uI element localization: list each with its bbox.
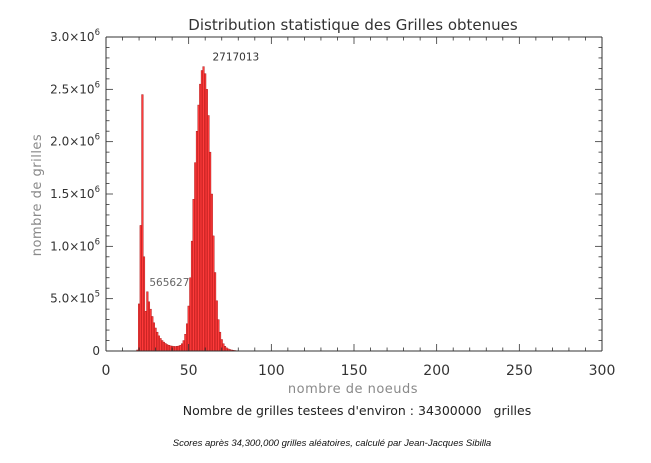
peak-annotation: 2717013 — [212, 52, 259, 64]
x-tick-label: 300 — [589, 363, 616, 379]
histogram-bar — [194, 162, 197, 352]
histogram-bar — [172, 346, 175, 352]
histogram-bar — [142, 256, 146, 352]
histogram-bar — [149, 308, 152, 352]
histogram-bar — [169, 345, 172, 352]
histogram-bar — [162, 341, 165, 352]
x-tick-label: 100 — [258, 363, 285, 379]
x-tick-label: 0 — [102, 363, 111, 379]
histogram-bar — [156, 331, 159, 352]
histogram-bar — [222, 343, 225, 352]
histogram-bar — [138, 303, 141, 352]
histogram-bar — [164, 343, 167, 352]
x-tick-label: 150 — [341, 363, 368, 379]
histogram-bar — [161, 340, 164, 352]
y-tick-label: 1.5×106 — [50, 185, 100, 201]
histogram-bar — [219, 331, 222, 352]
histogram-bar — [199, 83, 202, 352]
histogram-bar — [167, 345, 170, 352]
x-tick-label: 50 — [180, 363, 198, 379]
histogram-bar — [144, 311, 147, 352]
histogram-bar — [179, 345, 182, 352]
histogram-bar — [146, 291, 149, 352]
histogram-bar — [214, 272, 217, 352]
histogram-bar — [215, 300, 218, 352]
histogram-bar — [174, 346, 177, 352]
chart-caption: Scores après 34,300,000 grilles aléatoir… — [173, 438, 491, 449]
peak-annotation: 565627 — [149, 277, 189, 289]
x-tick-label: 200 — [423, 363, 450, 379]
histogram-bar — [224, 346, 227, 352]
histogram-bar — [177, 345, 180, 352]
y-axis-label: nombre de grilles — [30, 134, 45, 256]
x-tick-label: 250 — [506, 363, 533, 379]
histogram-bar — [197, 104, 200, 352]
y-tick-label: 1.0×106 — [50, 237, 100, 253]
x-axis-label: nombre de noeuds — [288, 382, 418, 397]
bars-group — [136, 66, 253, 352]
histogram-bar — [217, 319, 220, 352]
histogram-bar — [210, 193, 213, 352]
histogram-bar — [139, 225, 142, 352]
x-ticks-group: 0 50 100 150 200 250 300 — [102, 37, 616, 379]
histogram-bar — [157, 335, 160, 352]
histogram-bar — [209, 151, 212, 352]
y-tick-label: 3.0×106 — [50, 28, 100, 44]
histogram-bar — [192, 199, 195, 352]
histogram-bar — [141, 94, 144, 352]
histogram-bar — [200, 70, 203, 352]
annotations-group: 2717013 565627 — [149, 52, 259, 289]
chart-title: Distribution statistique des Grilles obt… — [188, 16, 518, 34]
histogram-bar — [190, 240, 193, 352]
histogram-bar — [181, 343, 184, 352]
histogram-bar — [204, 73, 207, 352]
histogram-bar — [147, 301, 151, 352]
histogram-bar — [182, 340, 185, 352]
histogram-bar — [195, 130, 198, 352]
y-tick-label: 2.0×106 — [50, 133, 100, 149]
footer-text: Nombre de grilles testees d'environ : 34… — [183, 403, 531, 418]
histogram-bar — [166, 344, 169, 352]
histogram-bar — [185, 323, 189, 352]
histogram-bar — [184, 334, 187, 352]
histogram-bar — [207, 115, 210, 352]
histogram-bar — [189, 277, 192, 352]
axes-group — [105, 36, 603, 352]
y-tick-label: 5.0×105 — [50, 290, 100, 306]
histogram-bar — [205, 89, 208, 352]
histogram-bar — [212, 235, 215, 352]
y-tick-label: 0 — [92, 344, 100, 358]
y-tick-label: 2.5×106 — [50, 80, 100, 96]
histogram-bar — [202, 66, 205, 352]
histogram-bar — [151, 316, 154, 352]
histogram-bar — [159, 338, 162, 352]
histogram-bar — [176, 346, 179, 352]
histogram-bar — [152, 322, 155, 352]
y-ticks-group: 0 5.0×105 1.0×106 1.5×106 2.0×106 2.5×106 3.0×… — [50, 28, 602, 358]
